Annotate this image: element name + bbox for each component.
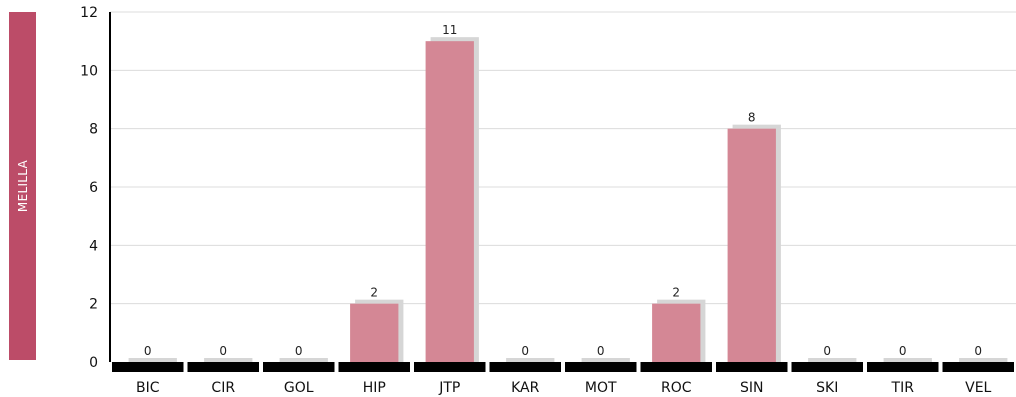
x-category-block [942, 362, 1014, 372]
x-tick-label: MOT [585, 380, 617, 396]
bar-value-label: 2 [370, 286, 378, 300]
x-tick-label: HIP [363, 380, 386, 396]
x-category-block [112, 362, 184, 372]
bar-shadow [581, 358, 630, 362]
bar-value-label: 0 [144, 344, 152, 358]
x-tick-label: KAR [511, 380, 540, 396]
gridlines [110, 11, 1016, 305]
axes [109, 12, 1014, 372]
x-category-block [187, 362, 259, 372]
bar-value-label: 11 [442, 23, 457, 37]
x-category-block [338, 362, 410, 372]
bar-shadow [959, 358, 1008, 362]
bar-value-label: 0 [597, 344, 605, 358]
bar-shadow [506, 358, 555, 362]
x-tick-label: GOL [284, 380, 314, 396]
bar-value-label: 8 [748, 111, 756, 125]
x-tick-label: CIR [211, 380, 235, 396]
x-category-block [263, 362, 335, 372]
bar-value-label: 0 [823, 344, 831, 358]
bar-shadow [204, 358, 253, 362]
bar-value-label: 0 [974, 344, 982, 358]
bar-value-label: 0 [521, 344, 529, 358]
bar-value-label: 0 [219, 344, 227, 358]
y-tick-label: 8 [89, 122, 98, 138]
y-tick-label: 10 [80, 63, 98, 79]
x-category-block [489, 362, 561, 372]
x-tick-label: ROC [661, 380, 692, 396]
region-band: MELILLA [9, 12, 36, 360]
x-category-block [791, 362, 863, 372]
x-tick-label: JTP [438, 380, 460, 396]
x-tick-label: TIR [891, 380, 915, 396]
bar-value-label: 2 [672, 286, 680, 300]
y-tick-label: 0 [89, 355, 98, 371]
bar [350, 303, 399, 362]
x-tick-label: SIN [740, 380, 764, 396]
bar [727, 128, 776, 362]
bar-shadow [128, 358, 177, 362]
bar [425, 41, 474, 363]
labels: 0 2 4 6 8 10 12 0 BIC 0 CIR 0 GOL 2 HIP 11 JTP 0 KAR 0 MOT 2 R… [80, 5, 991, 396]
y-tick-label: 2 [89, 297, 98, 313]
y-tick-label: 6 [89, 180, 98, 196]
x-tick-label: BIC [136, 380, 160, 396]
bars [128, 37, 1008, 363]
bar-value-label: 0 [295, 344, 303, 358]
bar [652, 303, 701, 362]
bar-shadow [808, 358, 857, 362]
x-category-block [716, 362, 788, 372]
y-tick-label: 4 [89, 238, 98, 254]
x-category-block [414, 362, 486, 372]
bar-shadow [279, 358, 328, 362]
x-category-block [867, 362, 939, 372]
x-tick-label: SKI [816, 380, 838, 396]
bar-value-label: 0 [899, 344, 907, 358]
bar-shadow [883, 358, 932, 362]
x-tick-label: VEL [965, 380, 991, 396]
y-tick-label: 12 [80, 5, 98, 21]
x-category-block [565, 362, 637, 372]
x-category-block [640, 362, 712, 372]
